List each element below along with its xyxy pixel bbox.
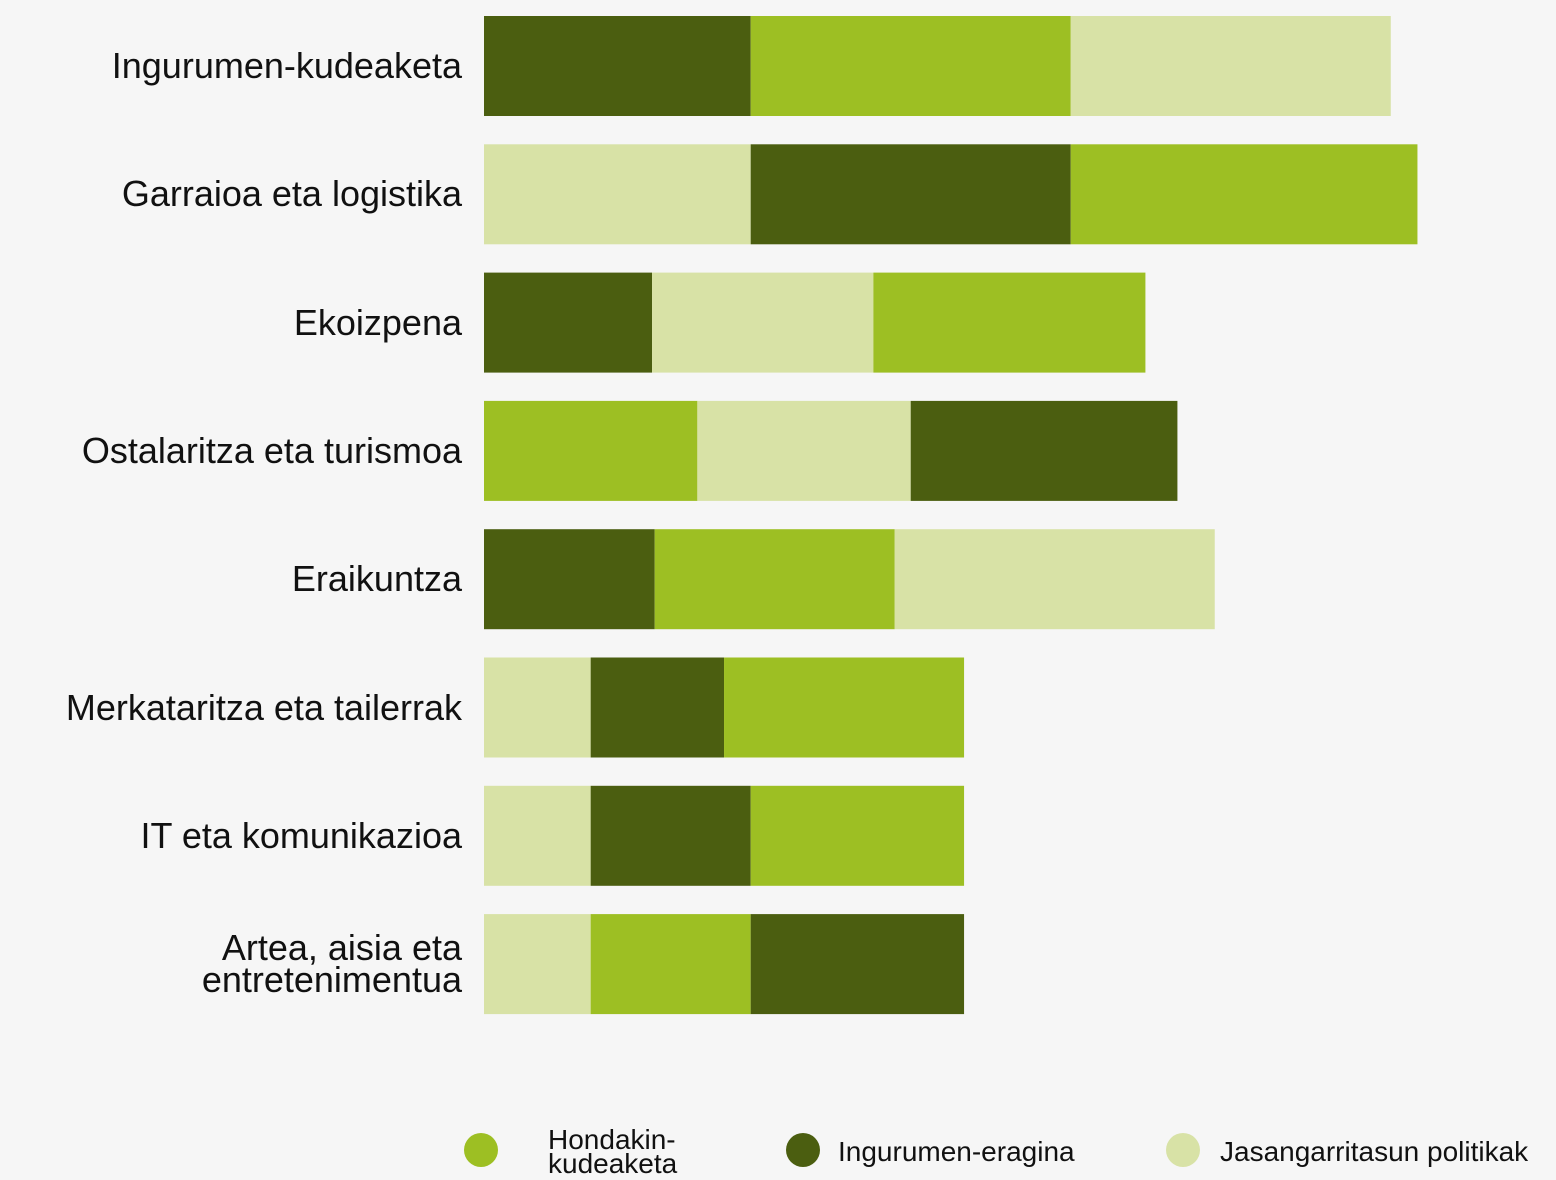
bar-segment [484, 16, 751, 116]
bar-segment [652, 272, 874, 373]
category-label: IT eta komunikazioa [140, 814, 462, 856]
category-label: Ostalaritza eta turismoa [81, 429, 462, 471]
bar-segment [654, 529, 895, 630]
category-label: Eraikuntza [291, 558, 462, 600]
bar-segment [910, 400, 1178, 501]
bar-segment [750, 16, 1071, 116]
bar-segment [484, 914, 591, 1015]
bar-segment [484, 529, 655, 630]
bar-segment [1070, 16, 1391, 116]
bar-segment [724, 657, 965, 758]
category-label: Ingurumen-kudeaketa [111, 45, 462, 86]
legend-label: Jasangarritasun politikak [1220, 1136, 1529, 1167]
bar-segment [873, 272, 1146, 373]
bar-segment [750, 144, 1071, 245]
category-label: Merkataritza eta tailerrak [65, 686, 462, 728]
bar-segment [484, 400, 698, 501]
legend-marker [1166, 1133, 1200, 1167]
bar-segment [484, 785, 591, 886]
bar-segment [484, 657, 591, 758]
bar-segment [1070, 144, 1418, 245]
bar-segment [590, 785, 751, 886]
bar-segment [697, 400, 911, 501]
category-label: Artea, aisia eta entretenimentua [201, 927, 462, 1001]
bar-segment [750, 785, 965, 886]
bar-segment [484, 144, 751, 245]
bar-segment [484, 272, 653, 373]
bar-segment [590, 657, 725, 758]
legend-label: Ingurumen-eragina [838, 1136, 1075, 1167]
legend-marker [786, 1133, 820, 1167]
category-label: Garraioa eta logistika [121, 173, 462, 215]
legend-marker [464, 1133, 498, 1167]
bar-segment [590, 914, 751, 1015]
bar-segment [750, 914, 965, 1015]
bar-segment [894, 529, 1215, 630]
category-label: Ekoizpena [293, 301, 462, 343]
legend-label: Hondakin-kudeaketa [548, 1124, 678, 1179]
